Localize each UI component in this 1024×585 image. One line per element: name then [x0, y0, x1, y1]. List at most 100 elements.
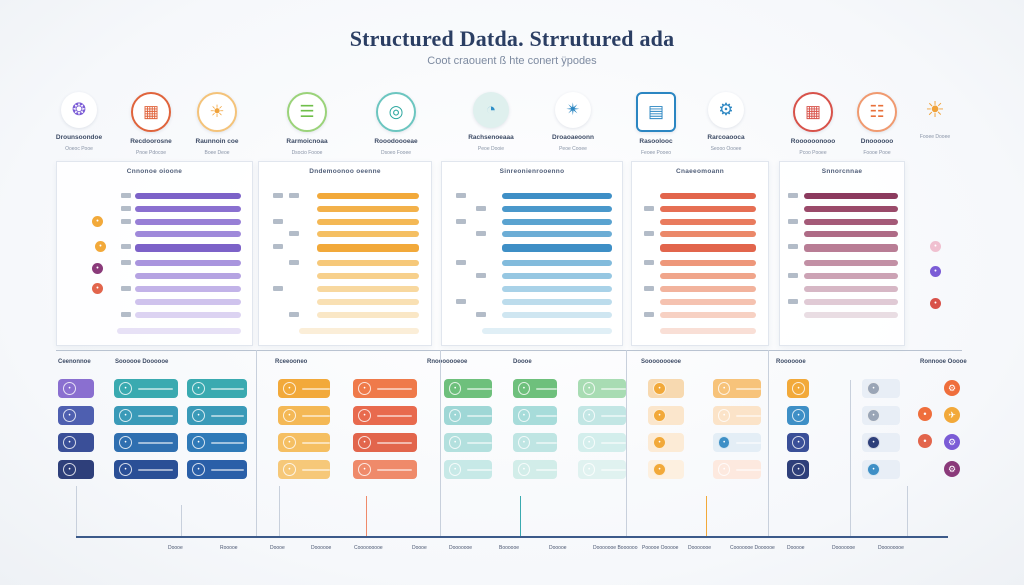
card[interactable]: •	[114, 406, 178, 425]
card[interactable]: •	[114, 379, 178, 398]
card-icon: •	[192, 382, 205, 395]
card[interactable]: •	[713, 460, 761, 479]
card[interactable]: •	[187, 406, 247, 425]
sun-icon: ☀	[925, 97, 945, 122]
card[interactable]: •	[353, 379, 417, 398]
card-icon: •	[449, 382, 462, 395]
card[interactable]: •	[578, 460, 626, 479]
card[interactable]: •	[648, 406, 684, 425]
bottom-label: Cooooooe Doooooe	[730, 545, 775, 551]
connector	[440, 350, 441, 536]
card[interactable]: •	[444, 379, 492, 398]
card[interactable]: •	[187, 433, 247, 452]
card[interactable]: •	[648, 460, 684, 479]
card[interactable]: •	[278, 406, 330, 425]
card[interactable]: •	[787, 433, 809, 452]
bottom-label: Dooooooe	[832, 545, 856, 551]
card[interactable]: •	[278, 379, 330, 398]
card[interactable]: •	[114, 460, 178, 479]
top-icon-9: ⚙ Rarcoaooca Seooo Oooee	[696, 92, 756, 152]
card-icon: •	[283, 382, 296, 395]
bar	[660, 312, 756, 318]
gear-icon[interactable]: ⚙	[944, 461, 960, 477]
card[interactable]: •	[513, 460, 557, 479]
card[interactable]: •	[578, 379, 626, 398]
card[interactable]: •	[787, 379, 809, 398]
card[interactable]: •	[444, 406, 492, 425]
tick	[644, 286, 654, 291]
card[interactable]: •	[58, 460, 94, 479]
card[interactable]: •	[114, 433, 178, 452]
card[interactable]: •	[187, 379, 247, 398]
card[interactable]: •	[513, 379, 557, 398]
card[interactable]: •	[353, 460, 417, 479]
red-dot-icon: •	[92, 283, 103, 294]
card[interactable]: •	[648, 433, 684, 452]
connector	[850, 380, 851, 536]
card[interactable]: •	[648, 379, 684, 398]
bar	[317, 260, 419, 266]
card[interactable]: •	[58, 406, 94, 425]
tick	[476, 312, 486, 317]
card[interactable]: •	[58, 433, 94, 452]
tick	[121, 312, 131, 317]
card[interactable]: •	[444, 460, 492, 479]
bar	[135, 244, 241, 252]
card[interactable]: •	[787, 406, 809, 425]
gear-icon[interactable]: ⚙	[944, 380, 960, 396]
card-icon: •	[792, 409, 805, 422]
card[interactable]: •	[444, 433, 492, 452]
tick	[273, 286, 283, 291]
card[interactable]: •	[862, 433, 900, 452]
card[interactable]: •	[353, 433, 417, 452]
bar	[660, 193, 756, 199]
bottom-label: Cooooooooe	[354, 545, 383, 551]
card[interactable]: •	[278, 460, 330, 479]
card-icon: •	[653, 382, 666, 395]
plane-icon[interactable]: ✈	[944, 407, 960, 423]
bottom-label: Boooooe	[499, 545, 520, 551]
card-icon: •	[583, 409, 596, 422]
card[interactable]: •	[353, 406, 417, 425]
bar	[502, 260, 612, 266]
bar	[117, 328, 241, 334]
card[interactable]: •	[578, 433, 626, 452]
section-label: Doooe	[513, 359, 532, 365]
bar	[660, 299, 756, 305]
card[interactable]: •	[862, 379, 900, 398]
card[interactable]: •	[862, 460, 900, 479]
molecule-icon: ❂	[61, 92, 97, 128]
card-icon: •	[283, 436, 296, 449]
bar	[660, 219, 756, 225]
chart-frame-icon: ▤	[636, 92, 676, 132]
bar	[502, 206, 612, 212]
top-icon-3: ☀ Raunnoin coe Boee Deoe	[187, 92, 247, 156]
top-icon-4: ☰ Rarmoicnoaa Dsocio Foooe	[277, 92, 337, 156]
card[interactable]: •	[713, 433, 761, 452]
bottom-label: Doooooe	[311, 545, 332, 551]
card-icon: •	[119, 409, 132, 422]
card[interactable]: •	[187, 460, 247, 479]
card[interactable]: •	[713, 406, 761, 425]
card[interactable]: •	[713, 379, 761, 398]
card-icon: •	[653, 463, 666, 476]
tick	[456, 219, 466, 224]
bar	[135, 206, 241, 212]
card[interactable]: •	[862, 406, 900, 425]
bottom-label: Doooe	[412, 545, 427, 551]
bottom-label: Doooe	[168, 545, 183, 551]
connector	[768, 350, 769, 536]
gear-icon[interactable]: ⚙	[944, 434, 960, 450]
card[interactable]: •	[278, 433, 330, 452]
tick	[456, 193, 466, 198]
card[interactable]: •	[513, 433, 557, 452]
card[interactable]: •	[578, 406, 626, 425]
connector	[706, 496, 707, 536]
card[interactable]: •	[513, 406, 557, 425]
globe-icon: ◎	[376, 92, 416, 132]
tick	[644, 260, 654, 265]
connector	[181, 505, 182, 536]
panel-purple: Cnnonoe oioone • • • •	[56, 161, 253, 346]
card[interactable]: •	[58, 379, 94, 398]
card[interactable]: •	[787, 460, 809, 479]
